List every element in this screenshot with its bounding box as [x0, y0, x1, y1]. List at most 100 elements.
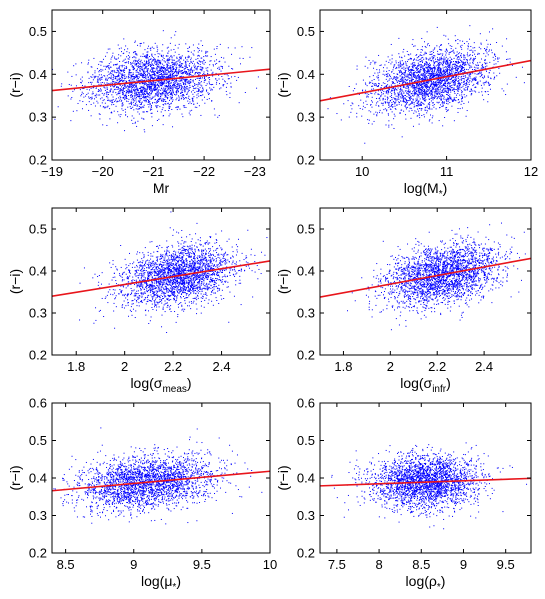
scatter-point: [487, 76, 489, 78]
scatter-point: [185, 61, 187, 63]
scatter-point: [417, 105, 418, 107]
scatter-point: [150, 92, 152, 94]
scatter-point: [447, 86, 449, 88]
scatter-point: [132, 57, 134, 59]
scatter-point: [172, 126, 174, 128]
scatter-point: [137, 104, 139, 106]
scatter-point: [126, 80, 127, 82]
scatter-point: [167, 61, 169, 63]
scatter-point: [396, 104, 398, 106]
scatter-point: [129, 106, 131, 108]
scatter-point: [148, 45, 150, 47]
scatter-point: [455, 62, 457, 64]
scatter-point: [459, 79, 461, 81]
scatter-point: [386, 109, 388, 111]
scatter-point: [136, 87, 138, 89]
scatter-point: [458, 81, 460, 83]
scatter-point: [80, 81, 82, 83]
scatter-point: [216, 46, 218, 48]
scatter-point: [161, 77, 163, 79]
scatter-point: [494, 76, 496, 78]
scatter-point: [75, 74, 77, 76]
scatter-point: [482, 77, 484, 79]
scatter-point: [414, 45, 416, 47]
scatter-point: [168, 104, 170, 106]
scatter-point: [396, 73, 398, 75]
scatter-point: [118, 54, 120, 56]
scatter-point: [413, 112, 415, 114]
scatter-point: [422, 83, 424, 85]
scatter-point: [147, 98, 149, 100]
scatter-point: [122, 80, 124, 82]
scatter-point: [419, 79, 421, 81]
scatter-point: [188, 89, 190, 91]
scatter-point: [177, 71, 179, 73]
scatter-point: [412, 72, 414, 74]
scatter-point: [438, 120, 440, 122]
scatter-point: [390, 105, 392, 107]
scatter-point: [179, 108, 181, 110]
scatter-point: [103, 93, 105, 95]
scatter-point: [415, 98, 417, 100]
scatter-point: [444, 66, 446, 68]
scatter-point: [169, 91, 171, 93]
scatter-point: [153, 96, 155, 98]
scatter-point: [95, 95, 97, 97]
scatter-point: [189, 114, 191, 116]
scatter-point: [411, 109, 413, 111]
scatter-point: [199, 76, 201, 78]
scatter-point: [505, 94, 507, 96]
scatter-point: [387, 114, 389, 116]
scatter-point: [134, 91, 136, 93]
scatter-point: [103, 82, 105, 84]
scatter-point: [427, 66, 429, 68]
scatter-point: [469, 38, 471, 40]
scatter-point: [429, 104, 431, 106]
scatter-point: [181, 70, 183, 72]
scatter-point: [168, 109, 170, 111]
scatter-point: [110, 90, 112, 92]
scatter-point: [429, 53, 431, 55]
scatter-point: [182, 72, 184, 74]
scatter-point: [202, 61, 204, 63]
scatter-point: [467, 52, 469, 54]
scatter-point: [433, 104, 435, 106]
scatter-point: [413, 45, 415, 47]
scatter-point: [146, 69, 148, 71]
scatter-point: [154, 77, 156, 79]
scatter-point: [463, 54, 465, 56]
scatter-point: [409, 80, 411, 82]
scatter-point: [463, 102, 465, 104]
scatter-point: [122, 94, 124, 96]
scatter-point: [429, 108, 431, 110]
scatter-point: [124, 76, 126, 78]
scatter-point: [143, 129, 145, 131]
scatter-point: [164, 94, 166, 96]
scatter-point: [430, 67, 432, 69]
scatter-point: [485, 55, 487, 57]
scatter-point: [127, 55, 129, 57]
scatter-point: [462, 63, 464, 65]
scatter-point: [157, 75, 159, 77]
scatter-point: [403, 63, 405, 65]
scatter-point: [111, 99, 113, 101]
scatter-point: [141, 117, 143, 119]
scatter-point: [148, 72, 150, 74]
scatter-point: [121, 75, 123, 77]
scatter-point: [118, 67, 120, 69]
scatter-point: [425, 109, 427, 111]
scatter-point: [407, 67, 409, 69]
scatter-point: [386, 90, 388, 92]
scatter-point: [411, 66, 413, 68]
scatter-point: [440, 68, 442, 70]
scatter-point: [163, 76, 165, 78]
scatter-point: [133, 109, 135, 111]
scatter-point: [162, 115, 164, 117]
scatter-point: [164, 68, 166, 70]
scatter-point: [172, 79, 174, 81]
scatter-point: [408, 90, 410, 92]
scatter-point: [127, 88, 129, 90]
scatter-point: [420, 51, 422, 53]
scatter-point: [387, 102, 389, 104]
scatter-point: [120, 79, 122, 81]
